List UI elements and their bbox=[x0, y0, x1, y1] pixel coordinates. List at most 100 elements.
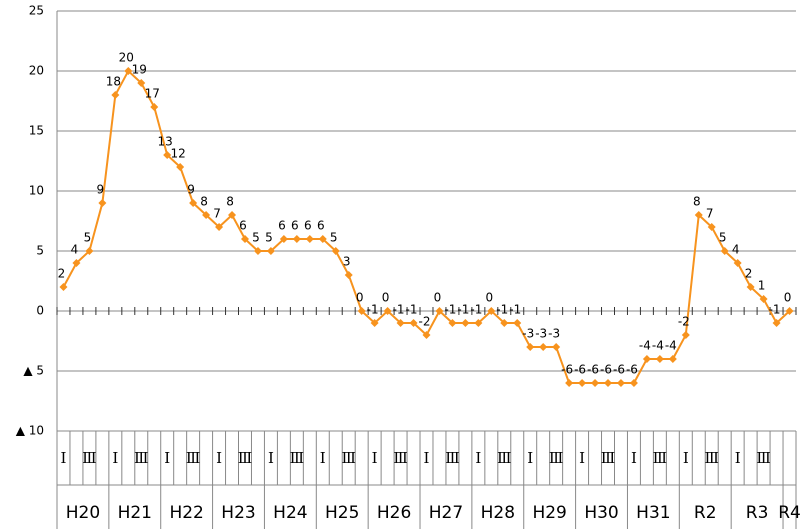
x-tick-label: Ⅰ bbox=[424, 449, 430, 467]
data-label: -1 bbox=[444, 303, 456, 317]
data-label: 5 bbox=[719, 231, 727, 245]
point bbox=[785, 307, 794, 315]
data-label: -4 bbox=[665, 339, 677, 353]
data-label: -6 bbox=[626, 363, 638, 377]
point bbox=[435, 307, 444, 315]
point bbox=[409, 319, 418, 327]
data-label: 0 bbox=[434, 291, 442, 305]
point bbox=[759, 295, 768, 303]
x-tick-label: Ⅰ bbox=[579, 449, 585, 467]
x-tick-label: Ⅲ bbox=[290, 449, 304, 467]
point bbox=[396, 319, 405, 327]
group-label: H25 bbox=[325, 503, 359, 523]
x-tick-label: Ⅰ bbox=[164, 449, 170, 467]
data-label: 20 bbox=[119, 51, 134, 65]
x-tick-label: Ⅰ bbox=[372, 449, 378, 467]
data-label: -4 bbox=[652, 339, 664, 353]
point bbox=[98, 199, 107, 207]
group-label: H24 bbox=[273, 503, 307, 523]
point bbox=[526, 343, 535, 351]
point bbox=[694, 211, 703, 219]
data-label: -4 bbox=[639, 339, 651, 353]
point bbox=[370, 319, 379, 327]
data-label: -1 bbox=[496, 303, 508, 317]
x-tick-label: Ⅰ bbox=[268, 449, 274, 467]
data-label: 0 bbox=[784, 291, 792, 305]
point bbox=[642, 355, 651, 363]
group-label: H27 bbox=[429, 503, 463, 523]
point bbox=[448, 319, 457, 327]
point bbox=[202, 211, 211, 219]
point bbox=[59, 283, 68, 291]
data-label: 12 bbox=[171, 147, 186, 161]
point bbox=[292, 235, 301, 243]
data-label: -1 bbox=[509, 303, 521, 317]
data-label: 7 bbox=[706, 207, 714, 221]
group-label: H21 bbox=[118, 503, 152, 523]
point bbox=[629, 379, 638, 387]
group-label: H30 bbox=[584, 503, 618, 523]
y-tick-label: 5 bbox=[36, 244, 44, 258]
data-label: -1 bbox=[406, 303, 418, 317]
data-label: -1 bbox=[470, 303, 482, 317]
point bbox=[357, 307, 366, 315]
data-label: 6 bbox=[291, 219, 299, 233]
x-tick-label: Ⅰ bbox=[527, 449, 533, 467]
point bbox=[720, 247, 729, 255]
data-label: 2 bbox=[58, 267, 66, 281]
data-label: -6 bbox=[561, 363, 573, 377]
data-label: 5 bbox=[265, 231, 273, 245]
y-tick-label: 25 bbox=[29, 4, 44, 18]
x-tick-label: Ⅰ bbox=[61, 449, 67, 467]
y-tick-label: ▲ 10 bbox=[16, 424, 44, 438]
x-tick-label: Ⅲ bbox=[653, 449, 667, 467]
data-label: 6 bbox=[304, 219, 312, 233]
x-tick-label: Ⅰ bbox=[320, 449, 326, 467]
point bbox=[240, 235, 249, 243]
point bbox=[215, 223, 224, 231]
point bbox=[111, 91, 120, 99]
data-label: -6 bbox=[600, 363, 612, 377]
data-label: 19 bbox=[132, 63, 147, 77]
data-label: 17 bbox=[145, 87, 160, 101]
data-label: -3 bbox=[548, 327, 560, 341]
point bbox=[539, 343, 548, 351]
point bbox=[422, 331, 431, 339]
data-label: 1 bbox=[758, 279, 766, 293]
point bbox=[279, 235, 288, 243]
point bbox=[733, 259, 742, 267]
data-label: -6 bbox=[613, 363, 625, 377]
y-tick-label: 15 bbox=[29, 124, 44, 138]
data-label: -6 bbox=[574, 363, 586, 377]
point bbox=[474, 319, 483, 327]
point bbox=[746, 283, 755, 291]
data-label: 13 bbox=[158, 135, 173, 149]
x-tick-label: Ⅲ bbox=[549, 449, 563, 467]
data-label: 5 bbox=[84, 231, 92, 245]
group-label: H29 bbox=[532, 503, 566, 523]
point bbox=[578, 379, 587, 387]
point bbox=[604, 379, 613, 387]
x-tick-label: Ⅲ bbox=[756, 449, 770, 467]
x-tick-label: Ⅲ bbox=[445, 449, 459, 467]
group-label: H26 bbox=[377, 503, 411, 523]
data-label: -2 bbox=[419, 315, 431, 329]
point bbox=[331, 247, 340, 255]
data-label: 3 bbox=[343, 255, 351, 269]
y-tick-label: 20 bbox=[29, 64, 44, 78]
point bbox=[189, 199, 198, 207]
point bbox=[552, 343, 561, 351]
data-label: 0 bbox=[382, 291, 390, 305]
point bbox=[681, 331, 690, 339]
x-tick-label: Ⅲ bbox=[82, 449, 96, 467]
y-tick-label: 10 bbox=[29, 184, 44, 198]
x-tick-label: Ⅲ bbox=[393, 449, 407, 467]
data-label: -3 bbox=[535, 327, 547, 341]
x-tick-label: Ⅲ bbox=[704, 449, 718, 467]
data-label: -3 bbox=[522, 327, 534, 341]
data-label: 8 bbox=[693, 195, 701, 209]
data-label: 5 bbox=[330, 231, 338, 245]
point bbox=[772, 319, 781, 327]
group-label: H28 bbox=[481, 503, 515, 523]
data-label: -1 bbox=[457, 303, 469, 317]
